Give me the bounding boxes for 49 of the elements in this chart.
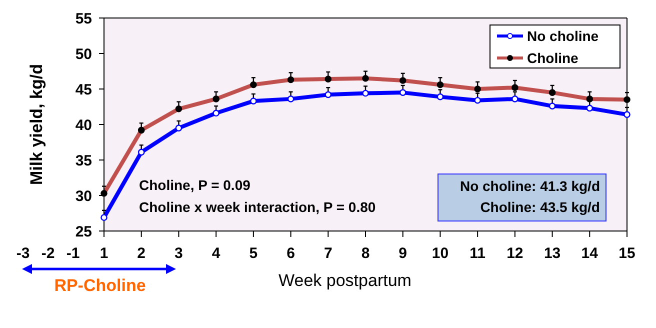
point	[212, 110, 220, 117]
x-tick-label: 14	[581, 245, 599, 262]
y-tick-label: 55	[75, 10, 92, 28]
annotation: Choline x week interaction, P = 0.80	[139, 199, 376, 215]
x-tick-label: 4	[212, 245, 221, 262]
y-tick-label: 35	[75, 152, 92, 170]
x-tick-label: 12	[506, 245, 524, 262]
point	[175, 124, 182, 132]
annotation: Choline, P = 0.09	[139, 177, 251, 193]
text: -2	[41, 245, 55, 262]
point	[474, 96, 481, 104]
y-tick-label: 45	[75, 81, 92, 98]
x-tick-label: 2	[137, 245, 146, 262]
text: -3	[16, 245, 30, 262]
legend-label: Choline	[527, 50, 579, 66]
annotation: No choline: 41.3 kg/d	[460, 178, 600, 194]
point	[138, 148, 145, 156]
y-tick-label: 40	[75, 116, 92, 134]
point	[324, 91, 332, 98]
point	[250, 98, 257, 104]
point	[399, 89, 406, 96]
point	[287, 96, 294, 102]
point	[512, 96, 518, 102]
point	[100, 214, 108, 221]
y-tick-label: 30	[75, 188, 92, 205]
x-tick-label: 10	[432, 245, 449, 262]
x-tick-label: 7	[324, 245, 332, 262]
legend-label: No choline	[527, 28, 599, 44]
x-tick-label: 5	[249, 245, 258, 262]
x-tick-label: 9	[398, 245, 408, 262]
point	[586, 104, 594, 112]
x-tick-label: 3	[174, 245, 183, 262]
annotation: Choline: 43.5 kg/d	[480, 199, 600, 215]
x-tick-label: 6	[286, 245, 295, 262]
x-tick-label: 8	[361, 245, 370, 262]
y-tick-label: 25	[75, 223, 92, 240]
x-tick-label: 11	[470, 245, 486, 262]
point	[548, 102, 556, 110]
point	[624, 111, 630, 118]
point	[436, 93, 444, 100]
y-axis-title: Milk yield, kg/d	[27, 64, 46, 185]
x-tick-label: 1	[100, 245, 108, 262]
point	[362, 90, 369, 97]
y-tick-label: 50	[75, 46, 92, 63]
x-tick-label: 13	[544, 245, 561, 262]
x-axis-title: Week postpartum	[278, 271, 412, 290]
x-tick-label: 15	[618, 245, 636, 262]
text: RP-Choline	[54, 276, 146, 295]
text: -1	[66, 245, 80, 262]
